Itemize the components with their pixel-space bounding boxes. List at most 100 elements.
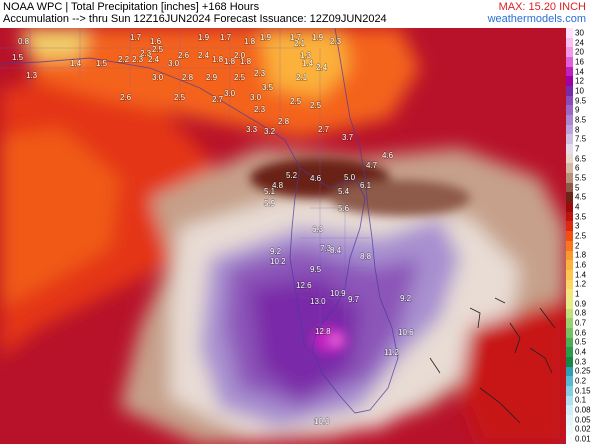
map-value-label: 3.3 — [246, 125, 258, 134]
map-value-label: 1.9 — [312, 33, 324, 42]
map-value-label: 1.8 — [224, 57, 236, 66]
legend-swatch — [566, 192, 573, 203]
precip-northeast-band — [260, 28, 350, 98]
legend-row: 0.25 — [566, 366, 592, 377]
legend-swatch — [566, 182, 573, 193]
map-value-label: 2.4 — [316, 63, 328, 72]
map-value-label: 1.7 — [290, 33, 302, 42]
legend-row: 7 — [566, 144, 592, 154]
map-value-label: 1.9 — [260, 33, 272, 42]
map-value-label: 3.0 — [168, 59, 180, 68]
legend-label: 2 — [575, 241, 580, 251]
legend-row: 3 — [566, 221, 592, 232]
map-title: NOAA WPC | Total Precipitation [inches] … — [3, 1, 260, 13]
map-value-label: 2.5 — [174, 93, 186, 102]
precipitation-map: 0.8 1.7 1.62.52.31.9 1.7 1.8 1.9 1.7 1.9 2.31.51… — [0, 28, 566, 444]
legend-row: 3.5 — [566, 211, 592, 222]
legend-row: 8.5 — [566, 115, 592, 125]
legend-row: 6.5 — [566, 153, 592, 164]
precip-max-peak — [329, 334, 343, 346]
legend-label: 0.08 — [575, 405, 591, 415]
legend-swatch — [566, 95, 573, 106]
map-value-label: 2.7 — [212, 95, 224, 104]
map-value-label: 9.7 — [348, 295, 360, 304]
map-value-label: 9.2 — [400, 294, 412, 303]
legend-row: 12 — [566, 76, 592, 87]
legend-label: 5.5 — [575, 173, 587, 183]
legend-label: 30 — [575, 28, 584, 38]
legend-label: 0.02 — [575, 424, 591, 434]
precip-purple-inner — [250, 278, 360, 398]
precip-west-edge — [0, 128, 120, 308]
map-value-label: 12.6 — [296, 281, 312, 290]
map-value-label: 1.4 — [70, 59, 82, 68]
map-value-label: 1.7 — [220, 33, 232, 42]
legend-label: 4.5 — [575, 192, 587, 202]
brand-watermark: weathermodels.com — [487, 13, 586, 25]
legend-swatch — [566, 57, 573, 67]
legend-swatch — [566, 221, 573, 232]
legend-row: 14 — [566, 66, 592, 77]
legend-row: 9 — [566, 105, 592, 116]
peninsula-west-coast — [289, 167, 306, 349]
legend-swatch — [566, 76, 573, 87]
legend-row: 1.6 — [566, 260, 592, 270]
legend-row: 1.4 — [566, 269, 592, 280]
legend-row: 0.05 — [566, 414, 592, 425]
legend-label: 1 — [575, 289, 580, 299]
legend-swatch — [566, 405, 573, 415]
legend-label: 0.3 — [575, 357, 587, 367]
map-value-label: 2.3 — [140, 49, 152, 58]
legend-swatch — [566, 327, 573, 338]
map-value-label: 3.0 — [152, 73, 164, 82]
legend-swatch — [566, 144, 573, 154]
map-value-label: 1.6 — [150, 37, 162, 46]
map-value-label: 2.5 — [234, 73, 246, 82]
map-value-label: 1.7 — [130, 33, 142, 42]
legend-swatch — [566, 376, 573, 386]
legend-label: 10 — [575, 86, 584, 96]
map-value-label: 2.3 — [254, 69, 266, 78]
map-value-label: 5.4 — [338, 187, 350, 196]
legend-row: 30 — [566, 28, 592, 38]
legend-row: 1 — [566, 289, 592, 299]
legend-label: 4 — [575, 202, 580, 212]
legend-row: 0.15 — [566, 385, 592, 396]
legend-swatch — [566, 385, 573, 396]
county-lines — [0, 28, 380, 358]
legend-label: 0.1 — [575, 395, 587, 405]
legend-row: 10 — [566, 86, 592, 96]
map-value-label: 2.8 — [182, 73, 194, 82]
legend-label: 5 — [575, 183, 580, 193]
map-value-label: 4.6 — [310, 174, 322, 183]
map-value-label: 2.8 — [278, 117, 290, 126]
map-value-label: 3.7 — [342, 133, 354, 142]
map-value-label: 1.3 — [26, 71, 38, 80]
legend-swatch — [566, 28, 573, 38]
map-value-label: 2.5 — [310, 101, 322, 110]
legend-label: 0.2 — [575, 376, 587, 386]
map-value-label: 3.5 — [262, 83, 274, 92]
legend-swatch — [566, 105, 573, 116]
map-value-label: 1.9 — [198, 33, 210, 42]
map-value-label: 2.1 — [294, 39, 306, 48]
legend-row: 1.8 — [566, 250, 592, 261]
legend-row: 4 — [566, 202, 592, 212]
map-value-label: 1.5 — [96, 59, 108, 68]
legend-label: 8 — [575, 125, 580, 135]
legend-label: 0.9 — [575, 299, 587, 309]
map-value-label: 4.7 — [366, 161, 378, 170]
legend-row: 0.8 — [566, 308, 592, 319]
map-value-label: 12.8 — [315, 327, 331, 336]
legend-row: 0.1 — [566, 395, 592, 406]
map-value-label: 5.0 — [344, 173, 356, 182]
map-value-label: 1.4 — [302, 59, 314, 68]
map-value-label: 13.0 — [310, 297, 326, 306]
map-value-label: 10.6 — [398, 328, 414, 337]
map-value-label: 2.0 — [234, 51, 246, 60]
legend-row: 0.5 — [566, 337, 592, 348]
legend-row: 7.5 — [566, 134, 592, 145]
legend-row: 20 — [566, 47, 592, 58]
legend-swatch — [566, 356, 573, 367]
map-value-label: 2.3 — [254, 105, 266, 114]
